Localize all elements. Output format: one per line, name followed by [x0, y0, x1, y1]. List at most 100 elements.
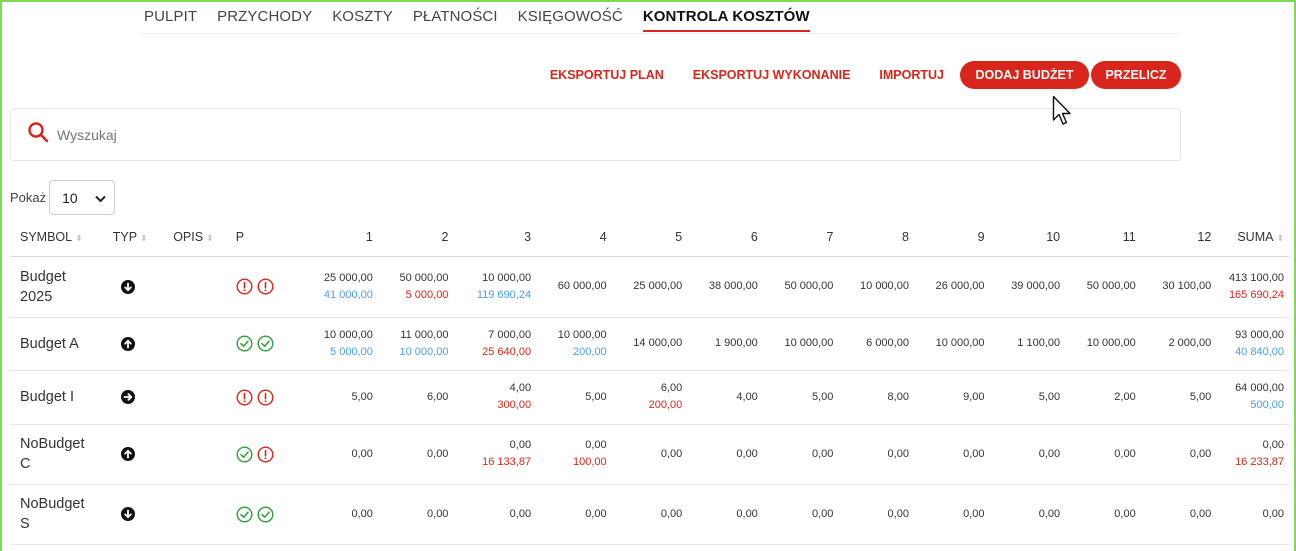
plan-value: 10 000,00 [860, 280, 909, 292]
symbol-cell[interactable]: Budget I [10, 370, 103, 425]
column-header-month-6[interactable]: 6 [688, 218, 764, 257]
plan-value: 50 000,00 [1086, 280, 1136, 292]
check-circle-icon [236, 505, 253, 523]
column-header-p[interactable]: P [229, 218, 305, 257]
column-header-month-9[interactable]: 9 [914, 218, 991, 257]
page-size-select[interactable]: 10 [49, 180, 116, 215]
nav-item-pulpit[interactable]: PULPIT [144, 8, 198, 25]
execution-value: 200,00 [573, 345, 607, 358]
plan-value: 6 000,00 [866, 337, 909, 349]
column-header-month-11[interactable]: 11 [1066, 218, 1142, 257]
month-cell: 0,00 [914, 424, 991, 485]
sort-icon[interactable]: ⬍ [206, 232, 214, 243]
nav-item-platnosci[interactable]: PŁATNOŚCI [412, 8, 498, 25]
month-cell: 5,00 [1141, 370, 1218, 425]
alert-circle-icon [236, 388, 253, 406]
budget-table: SYMBOL ⬍ TYP ⬍ OPIS ⬍ P 1 2 3 4 5 6 7 8 9 10 11 12 SUMA ⬍ Bu… [10, 218, 1290, 545]
month-cell: 0,00 [1141, 484, 1218, 545]
column-header-month-2[interactable]: 2 [378, 218, 455, 257]
nav-item-kontrola-kosztow[interactable]: KONTROLA KOSZTÓW [642, 8, 810, 32]
sum-cell: 0,00 16 233,87 [1217, 424, 1290, 485]
column-header-label: 12 [1197, 229, 1212, 244]
column-header-suma[interactable]: SUMA ⬍ [1217, 218, 1290, 257]
arrow-up-circle-icon [120, 336, 135, 351]
sort-icon[interactable]: ⬍ [140, 232, 148, 243]
column-header-label: TYP [112, 229, 138, 244]
symbol-cell[interactable]: NoBudget S [10, 484, 103, 545]
plan-value: 0,00 [811, 507, 834, 520]
export-execution-button[interactable]: EKSPORTUJ WYKONANIE [692, 68, 851, 82]
export-plan-button[interactable]: EKSPORTUJ PLAN [549, 68, 664, 82]
plan-value: 4,00 [736, 390, 758, 403]
month-cell: 0,00 [688, 424, 764, 485]
sum-plan-value: 93 000,00 [1235, 328, 1284, 341]
plan-value: 50 000,00 [784, 280, 834, 292]
sum-execution-value: 16 233,87 [1235, 456, 1284, 468]
execution-value: 5 000,00 [330, 345, 373, 358]
status-cell [229, 484, 305, 545]
month-cell: 10 000,00 5 000,00 [304, 317, 379, 371]
table-row[interactable]: NoBudget C 0,00 0,00 0,00 16 133,87 0,00 100,0… [10, 424, 1290, 485]
plan-value: 5,00 [351, 390, 373, 403]
plan-value: 0,00 [887, 507, 909, 520]
month-cell: 30 100,00 [1141, 256, 1218, 318]
month-cell: 0,00 [612, 424, 689, 485]
import-button[interactable]: IMPORTUJ [879, 68, 944, 82]
nav-item-przychody[interactable]: PRZYCHODY [217, 8, 313, 25]
plan-value: 0,00 [1189, 447, 1212, 460]
plan-value: 0,00 [351, 447, 373, 460]
plan-value: 25 000,00 [633, 280, 683, 292]
column-header-month-4[interactable]: 4 [537, 218, 613, 257]
arrow-down-circle-icon [120, 279, 135, 294]
search-input[interactable] [57, 126, 557, 143]
recalculate-button[interactable]: PRZELICZ [1091, 61, 1181, 89]
column-header-month-7[interactable]: 7 [763, 218, 840, 257]
table-row[interactable]: NoBudget S 0,00 0,00 0,00 0,00 0,00 0,00 0,00 0,… [10, 484, 1290, 545]
plan-value: 0,00 [1038, 447, 1061, 460]
month-cell: 0,00 [990, 484, 1067, 545]
type-cell [102, 370, 164, 425]
symbol-text: NoBudget S [20, 496, 85, 532]
column-header-label: 10 [1046, 229, 1061, 244]
month-cell: 25 000,00 [612, 256, 689, 318]
toolbar: EKSPORTUJ PLAN EKSPORTUJ WYKONANIE IMPOR… [521, 61, 1181, 89]
symbol-cell[interactable]: NoBudget C [10, 424, 103, 485]
symbol-cell[interactable]: Budget 2025 [10, 256, 103, 318]
plan-value: 14 000,00 [633, 337, 683, 349]
plan-value: 10 000,00 [557, 328, 607, 341]
type-cell [102, 256, 164, 318]
column-header-month-1[interactable]: 1 [304, 218, 379, 257]
column-header-typ[interactable]: TYP ⬍ [102, 218, 164, 257]
description-cell [163, 484, 230, 545]
column-header-symbol[interactable]: SYMBOL ⬍ [10, 218, 103, 257]
plan-value: 1 900,00 [714, 337, 758, 349]
table-row[interactable]: Budget I 5,00 6,00 4,00 300,00 5,00 6,00 200,00… [10, 370, 1290, 425]
check-circle-icon [257, 505, 274, 523]
plan-value: 5,00 [1038, 390, 1061, 403]
plan-value: 10 000,00 [784, 337, 834, 349]
table-row[interactable]: Budget 2025 25 000,00 41 000,00 50 000,00 5 … [10, 256, 1290, 318]
column-header-month-8[interactable]: 8 [839, 218, 915, 257]
chevron-down-icon [95, 190, 106, 206]
column-header-month-5[interactable]: 5 [612, 218, 689, 257]
symbol-cell[interactable]: Budget A [10, 317, 103, 371]
table-row[interactable]: Budget A 10 000,00 5 000,00 11 000,00 10 000… [10, 317, 1290, 371]
plan-value: 0,00 [585, 439, 607, 451]
column-header-opis[interactable]: OPIS ⬍ [163, 218, 230, 257]
add-budget-button[interactable]: DODAJ BUDŻET [960, 61, 1089, 89]
month-cell: 5,00 [537, 370, 613, 425]
column-header-month-3[interactable]: 3 [454, 218, 538, 257]
symbol-text: NoBudget C [20, 436, 85, 472]
sum-plan-value: 0,00 [1262, 439, 1284, 451]
column-header-month-10[interactable]: 10 [990, 218, 1067, 257]
column-header-month-12[interactable]: 12 [1141, 218, 1218, 257]
sort-icon[interactable]: ⬍ [75, 232, 83, 243]
plan-value: 25 000,00 [323, 271, 373, 284]
sum-cell: 64 000,00 500,00 [1217, 370, 1290, 425]
nav-item-ksiegowosc[interactable]: KSIĘGOWOŚĆ [517, 8, 623, 25]
sort-icon[interactable]: ⬍ [1276, 232, 1284, 243]
description-cell [163, 256, 230, 318]
month-cell: 2 000,00 [1141, 317, 1218, 371]
nav-item-koszty[interactable]: KOSZTY [332, 8, 393, 25]
plan-value: 0,00 [427, 447, 449, 460]
